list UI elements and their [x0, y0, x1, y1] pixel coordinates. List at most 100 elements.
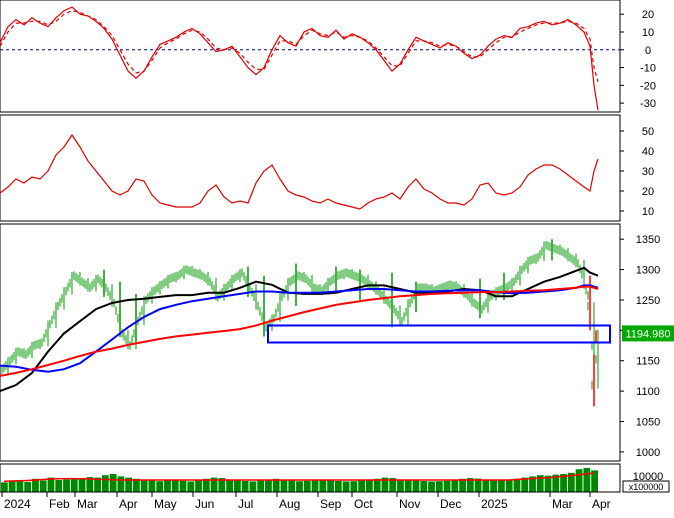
- volume-bar: [125, 477, 133, 492]
- volume-bar: [249, 481, 257, 492]
- volume-bar: [39, 480, 47, 492]
- volume-bar: [443, 480, 451, 492]
- volume-bar: [311, 480, 319, 492]
- x-axis-label: Apr: [119, 497, 138, 511]
- x-axis-label: Apr: [592, 497, 611, 511]
- x-axis-label: Mar: [77, 497, 98, 511]
- volume-bar: [420, 480, 428, 492]
- x-axis-label: Nov: [399, 497, 420, 511]
- last-value-box: [622, 325, 674, 342]
- volume-bar: [148, 480, 156, 492]
- volume-bar: [366, 480, 373, 492]
- volume-bar: [513, 478, 521, 492]
- oscillator-middle-tick-label: 30: [642, 166, 654, 178]
- oscillator-top-tick-label: 20: [642, 9, 654, 21]
- x-axis-label: Jun: [195, 497, 214, 511]
- volume-bar: [428, 481, 435, 492]
- volume-bar: [187, 481, 195, 492]
- oscillator-top-tick-label: 0: [645, 45, 651, 57]
- price-tick-label: 1250: [636, 295, 660, 307]
- price-tick-label: 1350: [636, 234, 660, 246]
- x-axis-label: Dec: [440, 497, 461, 511]
- volume-bar: [241, 480, 249, 492]
- volume-bar: [529, 476, 536, 492]
- volume-bar: [156, 481, 164, 492]
- oscillator-top-tick-label: 10: [642, 27, 654, 39]
- volume-bar: [86, 477, 94, 492]
- moving-average-1: [0, 284, 599, 373]
- x-axis-label: Jul: [238, 497, 253, 511]
- volume-bar: [24, 481, 32, 492]
- volume-bar: [591, 470, 598, 492]
- volume-bar: [47, 477, 55, 492]
- volume-bar: [272, 478, 280, 492]
- x-axis-label: Mar: [552, 497, 573, 511]
- volume-bar: [583, 468, 591, 492]
- volume-bar: [466, 478, 474, 492]
- volume-bar: [8, 481, 16, 492]
- volume-bar: [350, 481, 358, 492]
- volume-bar: [389, 478, 397, 492]
- last-value-label: 1194.980: [625, 328, 670, 340]
- volume-bar: [498, 480, 505, 492]
- volume-tick-label: 10000: [633, 471, 664, 483]
- volume-bar: [164, 480, 171, 492]
- x-axis-label: 2025: [481, 497, 508, 511]
- volume-bar: [140, 480, 148, 492]
- oscillator-top-series-1: [0, 10, 599, 82]
- volume-bar: [490, 480, 498, 492]
- volume-bar: [560, 474, 567, 492]
- volume-bar: [381, 477, 389, 492]
- volume-bar: [373, 478, 381, 492]
- volume-bar: [327, 480, 334, 492]
- volume-bar: [536, 475, 544, 492]
- volume-bar: [101, 475, 109, 492]
- volume-bar: [226, 480, 233, 492]
- price-tick-label: 1300: [636, 265, 660, 277]
- price-tick-label: 1050: [636, 417, 660, 429]
- volume-bar: [78, 478, 86, 492]
- oscillator-middle-tick-label: 10: [642, 206, 654, 218]
- volume-bar: [474, 478, 482, 492]
- oscillator-middle-tick-label: 50: [642, 126, 654, 138]
- volume-bar: [397, 479, 404, 492]
- volume-bar: [94, 477, 101, 492]
- volume-bar: [70, 478, 78, 492]
- x-axis-label: Aug: [279, 497, 300, 511]
- oscillator-top-tick-label: -10: [640, 63, 656, 75]
- volume-bar: [544, 475, 552, 492]
- oscillator-middle-tick-label: 20: [642, 186, 654, 198]
- oscillator-middle-series-0: [0, 133, 599, 210]
- volume-bar: [195, 480, 202, 492]
- oscillator-middle-frame: [0, 114, 621, 222]
- volume-bar: [334, 480, 342, 492]
- volume-bar: [280, 480, 288, 492]
- volume-bar: [342, 481, 350, 492]
- volume-bar: [179, 480, 187, 492]
- volume-bar: [257, 480, 265, 492]
- price-tick-label: 1150: [636, 356, 660, 368]
- volume-bar: [288, 480, 296, 492]
- volume-bar: [218, 478, 226, 492]
- volume-bar: [404, 480, 412, 492]
- support-zone-box: [267, 324, 611, 344]
- volume-bar: [265, 479, 272, 492]
- volume-bar: [575, 469, 583, 492]
- volume-bar: [552, 474, 560, 492]
- x-axis-label: Oct: [354, 497, 373, 511]
- oscillator-top-tick-label: -20: [640, 80, 656, 92]
- x-axis-label: 2024: [4, 497, 31, 511]
- volume-bar: [505, 480, 513, 492]
- x-axis-label: Feb: [49, 497, 70, 511]
- volume-bar: [1, 482, 8, 492]
- volume-bar: [171, 479, 179, 492]
- volume-ma: [3, 472, 595, 482]
- price-tick-label: 1000: [636, 447, 660, 459]
- volume-bar: [358, 480, 366, 492]
- volume-bar: [296, 481, 303, 492]
- volume-unit-box: [622, 480, 670, 493]
- volume-bar: [117, 476, 125, 492]
- x-axis-label: Sep: [320, 497, 342, 511]
